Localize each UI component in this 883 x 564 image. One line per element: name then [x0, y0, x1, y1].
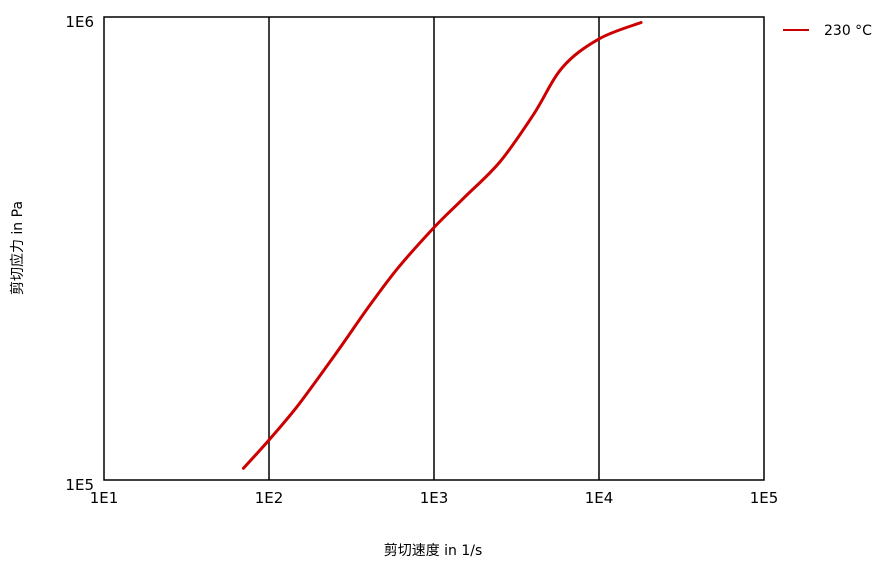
y-tick-labels: 1E5 1E6: [65, 13, 94, 494]
x-tick-label: 1E5: [750, 489, 779, 507]
x-tick-label: 1E4: [585, 489, 614, 507]
y-tick-label: 1E6: [65, 13, 94, 31]
y-tick-label: 1E5: [65, 476, 94, 494]
x-tick-label: 1E2: [255, 489, 284, 507]
y-axis-label: 剪切应力 in Pa: [9, 201, 26, 295]
legend: 230 °C: [783, 23, 872, 39]
series-line-0: [241, 21, 643, 470]
series-layer: [241, 21, 643, 470]
x-axis-label: 剪切速度 in 1/s: [384, 543, 483, 559]
x-tick-label: 1E1: [90, 489, 119, 507]
legend-label: 230 °C: [824, 23, 872, 39]
x-tick-label: 1E3: [420, 489, 449, 507]
grid-lines: [268, 17, 600, 480]
x-tick-labels: 1E1 1E2 1E3 1E4 1E5: [90, 489, 779, 507]
